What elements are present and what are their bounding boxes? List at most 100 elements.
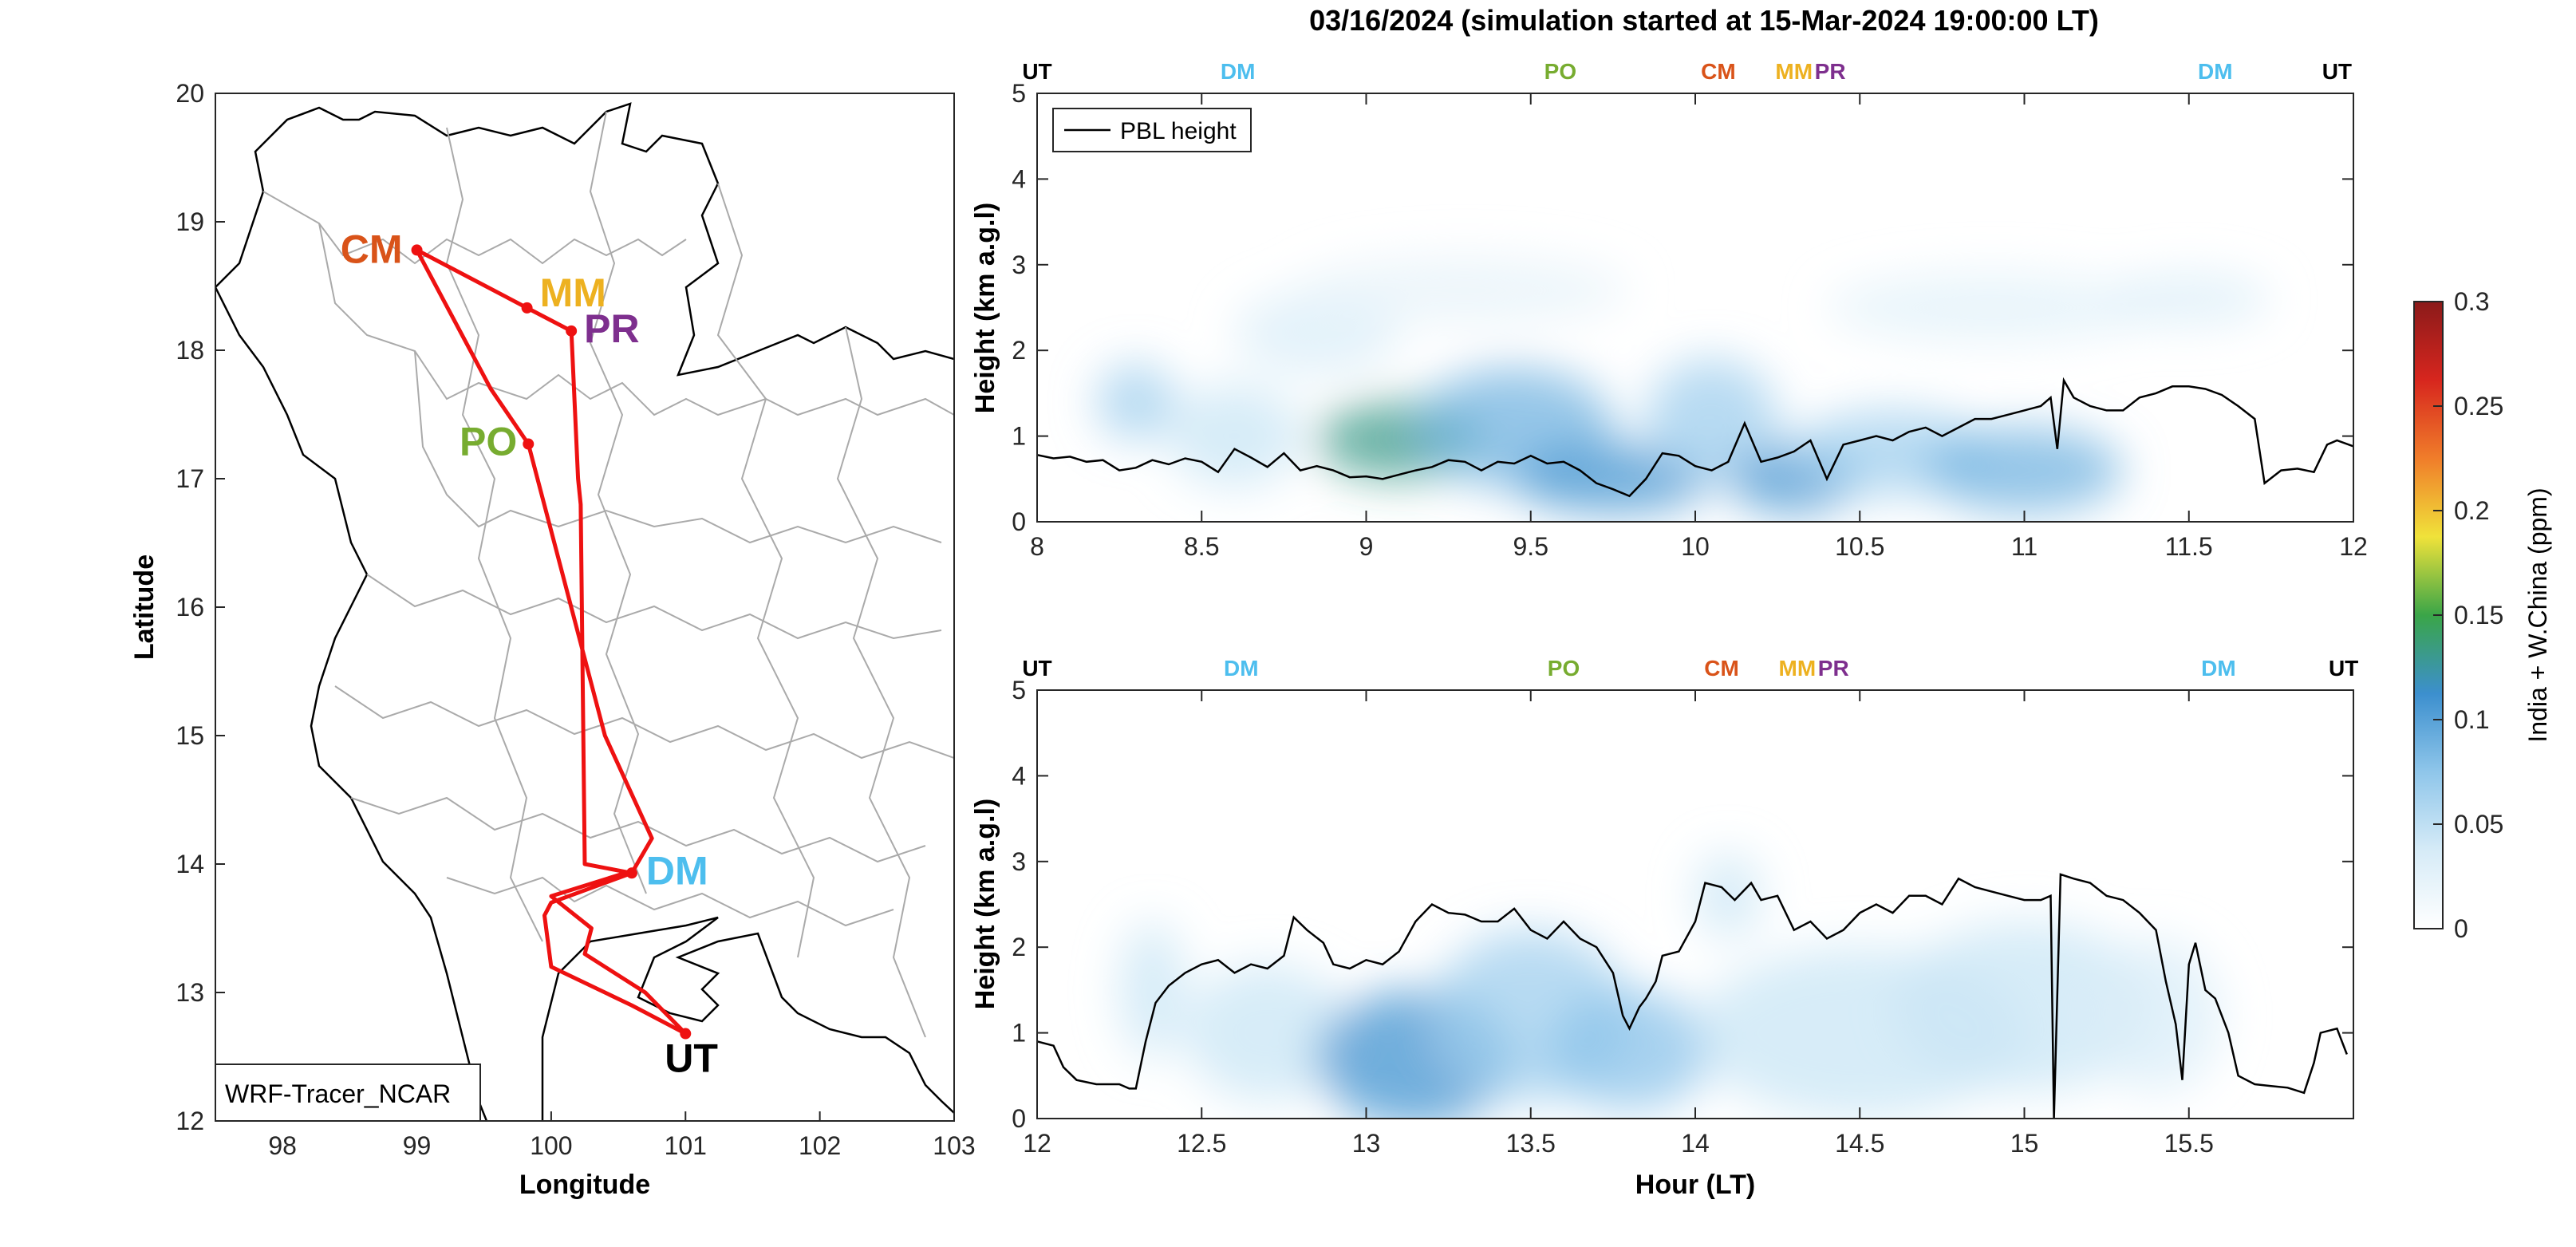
map-ytick-label: 16 xyxy=(176,593,204,622)
tracer-plume xyxy=(1925,427,2124,514)
ytick-label: 3 xyxy=(1012,251,1026,279)
station-label-ut: UT xyxy=(665,1036,718,1081)
map-ytick-label: 14 xyxy=(176,850,204,878)
bottom-x-ticks: 12 12.5 13 13.5 14 14.5 15 15.5 xyxy=(1023,690,2214,1158)
tracer-plume xyxy=(1827,273,2156,342)
xtick-label: 15.5 xyxy=(2164,1129,2214,1158)
xtick-label: 9.5 xyxy=(1513,532,1548,561)
map-xtick-label: 101 xyxy=(665,1131,707,1160)
xtick-label: 12.5 xyxy=(1177,1129,1226,1158)
pbl-legend: PBL height xyxy=(1052,108,1252,152)
xtick-label: 9 xyxy=(1359,532,1374,561)
route-line xyxy=(415,247,688,1036)
station-marker-mm xyxy=(521,302,533,314)
province-lines-10 xyxy=(716,183,815,958)
xtick-label: 8 xyxy=(1030,532,1044,561)
figure-title: 03/16/2024 (simulation started at 15-Mar… xyxy=(1309,4,2099,37)
top-station-labels: UT DM PO CM MM PR DM UT xyxy=(1022,59,2352,84)
map-xlabel: Longitude xyxy=(519,1170,650,1200)
colorbar: 0 0.05 0.1 0.15 0.2 0.25 0.3 India + W.China (… xyxy=(2413,287,2552,943)
bottom-y-ticks: 0 1 2 3 4 5 xyxy=(1012,676,2353,1133)
station-label-mm: MM xyxy=(540,270,606,315)
xtick-label: 10 xyxy=(1681,532,1710,561)
province-lines-6 xyxy=(350,796,926,863)
station-marker-cm xyxy=(411,244,423,256)
xtick-label: 11.5 xyxy=(2165,532,2213,561)
map-xtick-label: 99 xyxy=(403,1131,432,1160)
tracer-plume xyxy=(1096,363,1176,440)
tracer-plume xyxy=(1169,385,1300,488)
station-marker-ut xyxy=(680,1028,692,1040)
station-tag-po: PO xyxy=(1548,656,1580,681)
map-xtick-label: 100 xyxy=(530,1131,572,1160)
colorbar-tick-label: 0.1 xyxy=(2454,705,2489,734)
colorbar-tick-label: 0.2 xyxy=(2454,496,2489,525)
station-tag-dm: DM xyxy=(1224,656,1259,681)
station-tag-po: PO xyxy=(1544,59,1576,84)
station-tag-dm: DM xyxy=(2201,656,2236,681)
station-marker-pr xyxy=(566,325,578,337)
xtick-label: 14 xyxy=(1681,1129,1710,1158)
station-tag-mm: MM xyxy=(1775,59,1813,84)
map-axes-box xyxy=(215,93,955,1122)
tracer-plume xyxy=(1185,964,1350,1102)
ytick-label: 1 xyxy=(1012,1019,1026,1048)
colorbar-tick-label: 0.15 xyxy=(2454,601,2503,629)
map-ytick-label: 13 xyxy=(176,978,204,1007)
station-tag-cm: CM xyxy=(1704,656,1739,681)
bottom-tracer-field xyxy=(1119,853,2222,1119)
map-legend-box xyxy=(215,1064,481,1122)
station-tag-dm: DM xyxy=(2198,59,2233,84)
station-tag-ut: UT xyxy=(1022,59,1051,84)
station-tag-cm: CM xyxy=(1701,59,1736,84)
tracer-plume xyxy=(1119,921,1185,1059)
bottom-pbl-line xyxy=(1037,873,2348,1119)
map-y-ticks: 12 13 14 15 16 17 18 19 20 xyxy=(176,79,225,1135)
xtick-label: 10.5 xyxy=(1835,532,1884,561)
map-ytick-label: 19 xyxy=(176,207,204,236)
top-x-ticks: 8 8.5 9 9.5 10 10.5 11 11.5 12 xyxy=(1030,93,2368,561)
province-boundaries xyxy=(215,102,954,1121)
colorbar-tick-label: 0.05 xyxy=(2454,810,2503,839)
province-lines-4 xyxy=(366,574,942,640)
tracer-plume xyxy=(1300,256,1630,325)
bottom-station-labels: UT DM PO CM MM PR DM UT xyxy=(1022,656,2358,681)
colorbar-tick-label: 0 xyxy=(2454,914,2468,943)
province-lines-9 xyxy=(589,111,647,894)
ytick-label: 3 xyxy=(1012,847,1026,876)
ytick-label: 5 xyxy=(1012,79,1026,108)
map-ytick-label: 12 xyxy=(176,1107,204,1135)
tracer-plume xyxy=(1892,921,2156,1093)
tracer-plume xyxy=(1695,853,1761,939)
ytick-label: 5 xyxy=(1012,676,1026,704)
station-tag-pr: PR xyxy=(1815,59,1846,84)
pbl-legend-label: PBL height xyxy=(1120,118,1237,144)
ytick-label: 0 xyxy=(1012,1104,1026,1133)
map-ytick-label: 17 xyxy=(176,464,204,493)
xtick-label: 11 xyxy=(2011,532,2038,561)
top-tracer-field xyxy=(1096,256,2271,514)
map-ytick-label: 15 xyxy=(176,721,204,750)
ytick-label: 4 xyxy=(1012,761,1026,790)
colorbar-label: India + W.China (ppm) xyxy=(2523,487,2552,742)
colorbar-tick-label: 0.3 xyxy=(2454,287,2489,316)
station-label-cm: CM xyxy=(341,227,403,271)
map-ytick-label: 18 xyxy=(176,336,204,365)
top-pbl-line xyxy=(1037,377,2353,498)
coastline xyxy=(541,916,954,1121)
map-xtick-label: 98 xyxy=(268,1131,297,1160)
province-lines-5 xyxy=(334,685,954,760)
top-y-ticks: 0 1 2 3 4 5 xyxy=(1012,79,2353,536)
ytick-label: 2 xyxy=(1012,933,1026,961)
country-border-west xyxy=(215,286,488,1121)
top-ylabel: Height (km a.g.l) xyxy=(970,203,1000,413)
province-lines-3 xyxy=(414,350,942,544)
map-ylabel: Latitude xyxy=(129,554,160,660)
xtick-label: 8.5 xyxy=(1184,532,1219,561)
bottom-xlabel: Hour (LT) xyxy=(1635,1170,1755,1200)
station-marker-po xyxy=(523,438,535,450)
